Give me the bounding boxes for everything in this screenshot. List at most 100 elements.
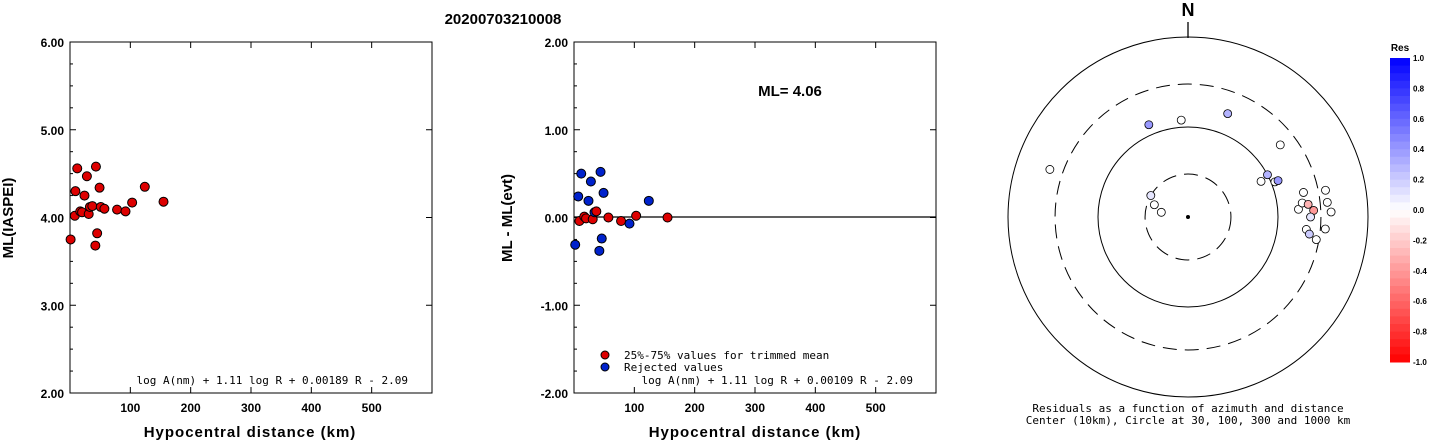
legend-label-trimmed: 25%-75% values for trimmed mean [624,349,829,362]
x-tick-label: 500 [362,401,382,415]
colorbar-cell [1390,88,1410,97]
data-point [594,245,605,256]
y-axis-label: ML - ML(evt) [499,174,516,262]
distance-circle-100km [1097,126,1279,308]
legend-marker-red [600,350,610,360]
colorbar-cell [1390,286,1410,295]
colorbar-tick-label: 0.8 [1413,84,1425,93]
colorbar-tick-label: 0.2 [1413,176,1425,185]
colorbar-cell [1390,96,1410,105]
data-point [573,191,584,202]
data-point [139,181,150,192]
data-point [99,203,110,214]
y-tick-label: 5.00 [41,124,65,138]
data-point [70,186,81,197]
x-tick-label: 200 [181,401,201,415]
x-tick-label: 100 [120,401,140,415]
colorbar-cell [1390,346,1410,355]
formula-text: log A(nm) + 1.11 log R + 0.00189 R - 2.0… [136,374,408,387]
colorbar-tick-label: 0.4 [1413,145,1425,154]
data-point [585,176,596,187]
colorbar-cell [1390,232,1410,241]
colorbar-cell [1390,331,1410,340]
data-point [65,234,76,245]
distance-circle-300km [1054,83,1322,351]
data-point [631,210,642,221]
x-tick-label: 500 [866,401,886,415]
y-tick-label: 2.00 [41,387,65,401]
residual-distance-chart: ML - ML(evt) Hypocentral distance (km) M… [499,36,937,441]
x-axis-label: Hypocentral distance (km) [649,424,862,441]
data-point [79,190,90,201]
colorbar-cell [1390,308,1410,317]
colorbar-cell [1390,194,1410,203]
y-tick-label: -1.00 [541,299,569,313]
colorbar-cell [1390,179,1410,188]
station-residual-point [1304,229,1314,239]
data-point [90,240,101,251]
data-point [596,233,607,244]
data-point [583,195,594,206]
station-residual-point [1275,140,1285,150]
colorbar-cell [1390,126,1410,135]
figure-title: 20200703210008 [445,11,562,28]
colorbar-cell [1390,301,1410,310]
data-point [90,161,101,172]
colorbar-tick-label: -0.4 [1413,267,1427,276]
x-tick-label: 100 [624,401,644,415]
legend-marker-blue [600,362,610,372]
formula-text: log A(nm) + 1.11 log R + 0.00109 R - 2.0… [641,374,913,387]
ml-annotation: ML= 4.06 [758,83,822,100]
colorbar-cell [1390,149,1410,158]
y-tick-label: 0.00 [545,212,569,226]
colorbar-cell [1390,111,1410,120]
data-point [570,239,581,250]
station-residual-point [1306,212,1315,222]
colorbar-tick-label: -0.6 [1413,297,1427,306]
colorbar-cell [1390,217,1410,226]
x-tick-label: 300 [241,401,261,415]
colorbar-cell [1390,225,1410,234]
station-residual-point [1320,224,1330,234]
colorbar-cell [1390,156,1410,165]
station-residual-point [1299,188,1308,197]
station-residual-point [1311,235,1321,245]
legend-label-rejected: Rejected values [624,361,723,374]
data-point [112,204,123,215]
colorbar-cell [1390,324,1410,333]
colorbar-tick-label: -1.0 [1413,358,1427,367]
caption-line-1: Residuals as a function of azimuth and d… [1032,402,1343,415]
station-residual-point [1146,191,1156,200]
colorbar-cell [1390,293,1410,302]
colorbar-cell [1390,210,1410,219]
station-residual-point [1273,176,1283,186]
x-axis-label: Hypocentral distance (km) [144,424,357,441]
magnitude-distance-chart: ML(IASPEI) Hypocentral distance (km) log… [0,36,433,441]
colorbar-cell [1390,118,1410,127]
y-tick-label: 6.00 [41,36,65,50]
colorbar-title: Res [1391,43,1410,54]
colorbar-tick-label: -0.8 [1413,328,1427,337]
colorbar-cell [1390,65,1410,74]
data-point [591,206,602,217]
x-tick-label: 400 [805,401,825,415]
data-point [662,212,673,223]
x-tick-label: 200 [685,401,705,415]
north-label: N [1182,0,1195,20]
colorbar-cell [1390,58,1410,67]
station-residual-point [1303,199,1313,209]
colorbar-tick-label: -0.2 [1413,236,1427,245]
data-point [595,166,606,177]
caption-line-2: Center (10km), Circle at 30, 100, 300 an… [1026,414,1351,427]
data-point [72,163,83,174]
data-point [643,195,654,206]
colorbar-cell [1390,164,1410,173]
colorbar-cell [1390,255,1410,264]
colorbar-cell [1390,240,1410,249]
distance-circle-1000km [1007,36,1369,398]
station-residual-point [1149,200,1159,210]
data-point [81,171,92,182]
station-residual-point [1176,115,1186,125]
colorbar-cell [1390,80,1410,89]
station-residual-point [1256,176,1266,186]
